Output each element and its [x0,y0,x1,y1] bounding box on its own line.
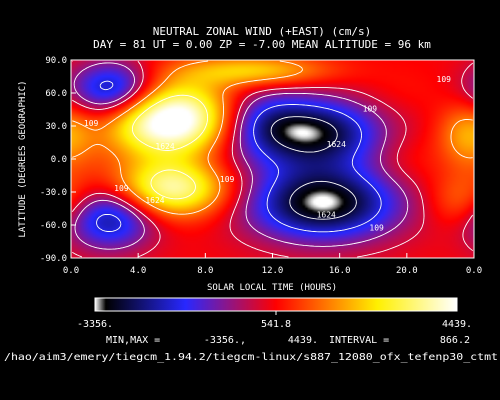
chart-subtitle: DAY = 81 UT = 0.00 ZP = -7.00 MEAN ALTIT… [93,38,431,51]
x-axis-ticks: 0.0 4.0 8.0 12.0 16.0 20.0 0.0 [63,253,482,276]
y-axis-ticks: 90.0 60.0 30.0 0.0 -30.0 -60.0 -90.0 [40,56,76,264]
y-tick-label: -60.0 [40,221,67,231]
x-tick-label: 0.0 [63,266,79,276]
x-tick-label: 12.0 [262,266,284,276]
colorbar-gradient [94,297,458,312]
contour-label: 1624 [327,140,346,149]
contour-label: 109 [363,105,378,114]
x-tick-label: 16.0 [329,266,351,276]
x-tick-label: 8.0 [197,266,213,276]
heatmap-image [71,60,474,258]
contour-label: 109 [114,184,129,193]
contour-line [270,116,357,220]
x-axis-label: SOLAR LOCAL TIME (HOURS) [207,283,337,293]
y-tick-label: 0.0 [51,155,67,165]
colorbar-mid-label: 541.8 [261,319,291,330]
colorbar-min-label: -3356. [77,319,113,330]
contour-label: 109 [84,119,99,128]
x-tick-label: 0.0 [466,266,482,276]
contour-line [73,62,409,250]
contour-label: 109 [369,224,384,233]
minmax-label: MIN,MAX = [106,335,160,346]
y-tick-label: 30.0 [45,122,67,132]
chart-title: NEUTRAL ZONAL WIND (+EAST) (cm/s) [153,25,372,38]
x-tick-label: 4.0 [130,266,146,276]
y-axis-label: LATITUDE (DEGREES GEOGRAPHIC) [18,80,28,237]
y-tick-label: -30.0 [40,188,67,198]
interval-value: 866.2 [440,335,470,346]
x-tick-label: 20.0 [396,266,418,276]
contour-label: 1624 [317,210,336,219]
contour-label: 1624 [155,142,174,151]
plot-area: 109 109 109 109 109 109 1624 1624 1624 1624 90.0 6… [40,56,482,276]
colorbar: -3356. 541.8 4439. [77,297,472,330]
y-tick-label: 60.0 [45,89,67,99]
colorbar-max-label: 4439. [442,319,472,330]
y-tick-label: -90.0 [40,254,67,264]
contour-labels: 109 109 109 109 109 109 1624 1624 1624 1624 [84,75,451,233]
contour-line [131,94,208,200]
contour-line [96,80,382,233]
contour-label: 109 [220,175,235,184]
contour-label: 1624 [145,196,164,205]
file-path: /hao/aim3/emery/tiegcm_1.94.2/tiegcm-lin… [4,352,498,363]
contour-label: 109 [437,75,452,84]
contour-line [71,60,474,258]
interval-label: INTERVAL = [329,335,389,346]
contour-line [72,60,473,215]
contour-lines [71,60,474,258]
max-value: 4439. [288,335,318,346]
min-value: -3356., [204,335,246,346]
y-tick-label: 90.0 [45,56,67,66]
